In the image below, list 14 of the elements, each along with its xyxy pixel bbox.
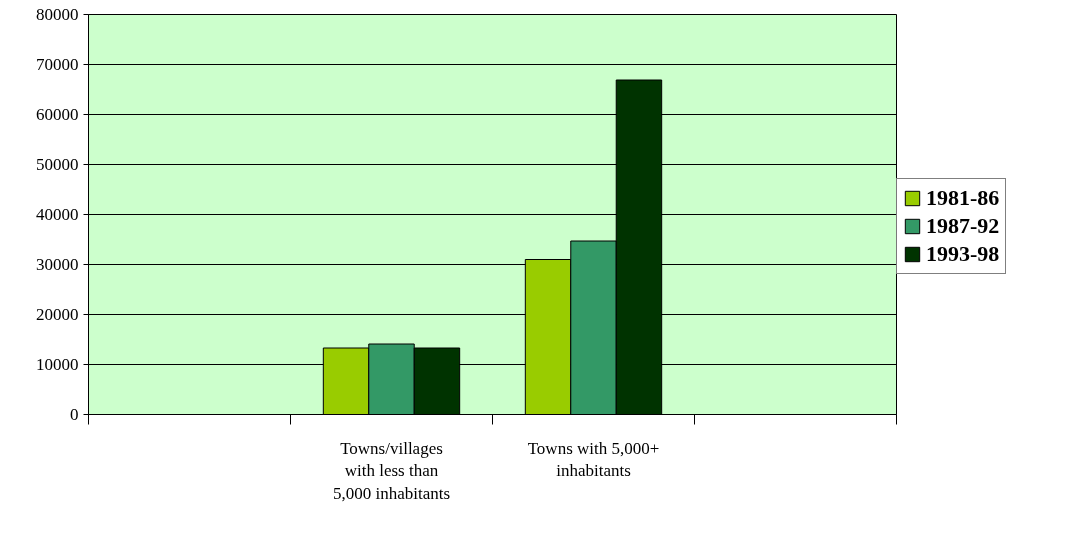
- y-tick-label: 50000: [36, 155, 79, 174]
- y-tick-label: 20000: [36, 305, 79, 324]
- y-tick-label: 10000: [36, 355, 79, 374]
- y-tick-label: 30000: [36, 255, 79, 274]
- legend-label: 1981-86: [926, 185, 1000, 211]
- legend-label: 1993-98: [926, 241, 1000, 267]
- y-tick-label: 0: [70, 405, 79, 424]
- x-tick-label: Towns/villages with less than 5,000 inhabitants: [332, 438, 451, 504]
- y-tick-label: 80000: [36, 5, 79, 24]
- y-tick-label: 60000: [36, 105, 79, 124]
- legend-label: 1987-92: [926, 213, 1000, 239]
- y-tick-label: 70000: [36, 55, 79, 74]
- x-tick-label: Towns with 5,000+ inhabitants: [527, 438, 660, 481]
- y-tick-label: 40000: [36, 205, 79, 224]
